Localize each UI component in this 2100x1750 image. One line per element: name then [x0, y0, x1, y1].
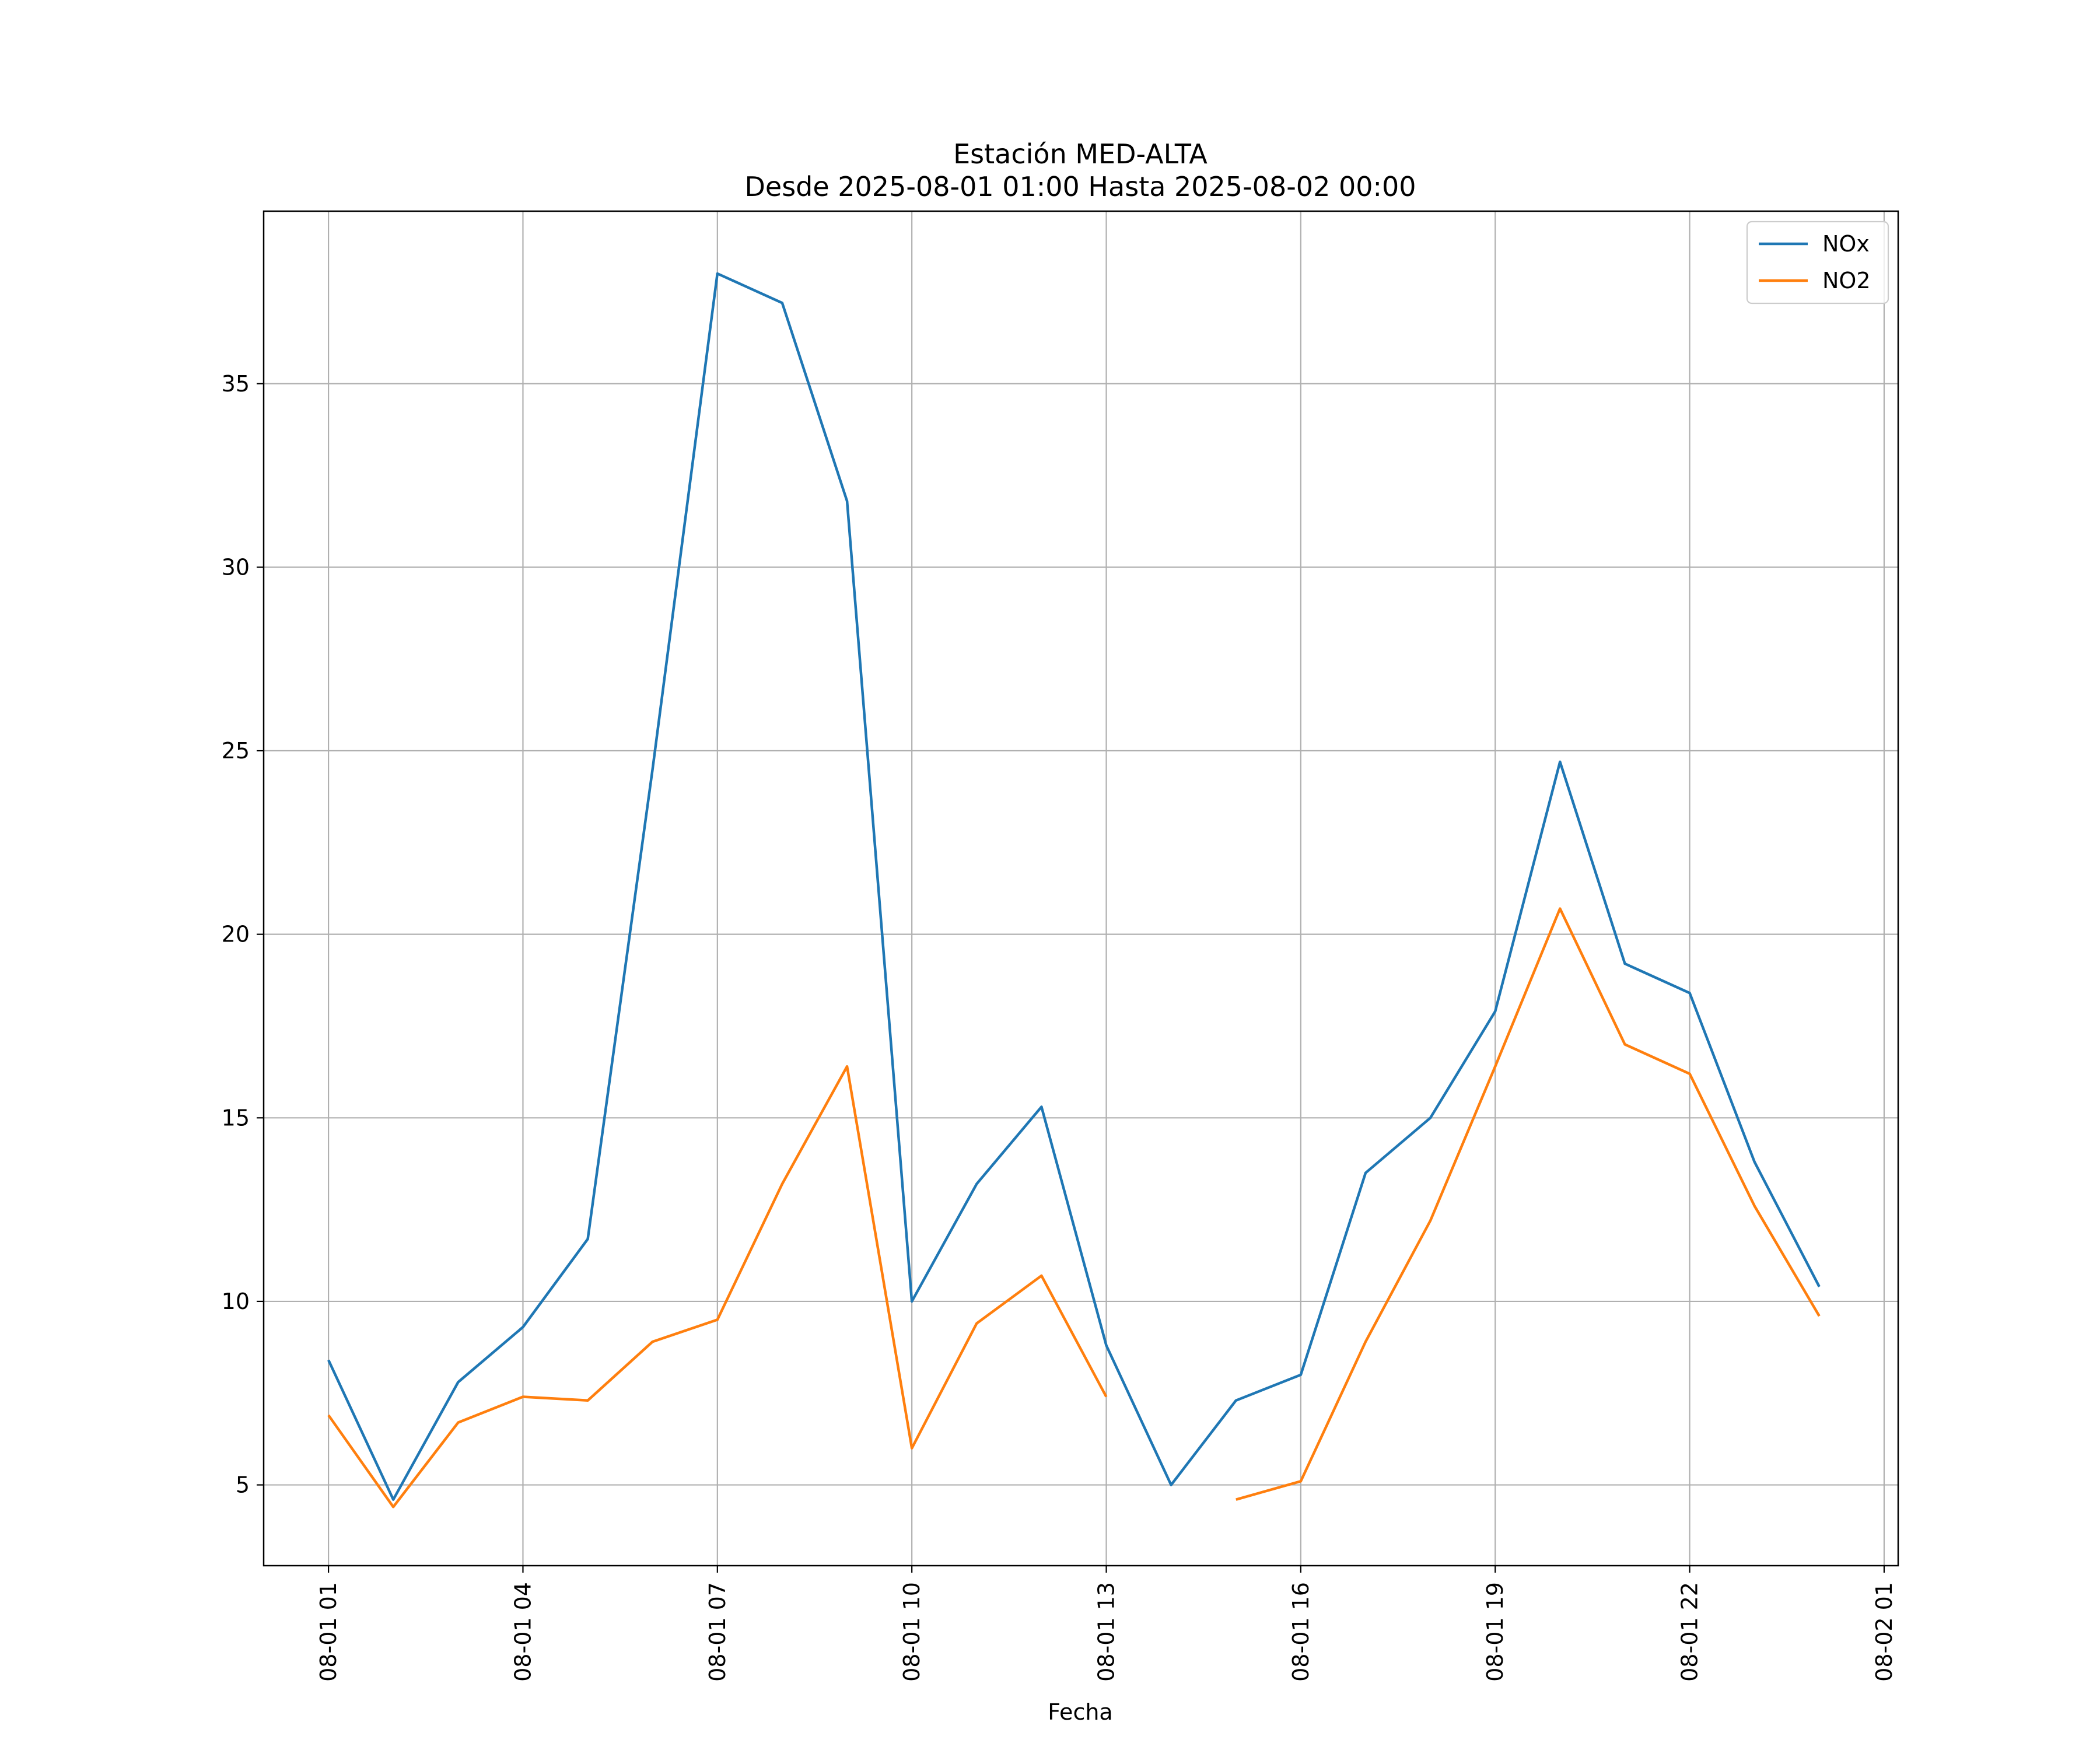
x-axis-label: Fecha	[1048, 1699, 1112, 1725]
y-tick-label: 5	[236, 1472, 250, 1498]
x-tick-label: 08-01 13	[1094, 1582, 1119, 1682]
y-tick-label: 15	[222, 1105, 250, 1130]
legend-label-nox: NOx	[1822, 231, 1870, 257]
x-tick-label: 08-01 10	[899, 1582, 925, 1682]
y-tick-label: 30	[222, 554, 250, 580]
y-tick-label: 35	[222, 371, 250, 397]
chart-subtitle: Desde 2025-08-01 01:00 Hasta 2025-08-02 …	[744, 171, 1416, 202]
chart-title: Estación MED-ALTA	[953, 138, 1208, 170]
x-tick-label: 08-01 22	[1677, 1582, 1703, 1682]
x-tick-label: 08-02 01	[1871, 1582, 1897, 1682]
x-tick-label: 08-01 19	[1482, 1582, 1508, 1682]
y-tick-label: 20	[222, 922, 250, 947]
legend-box	[1746, 220, 1889, 304]
x-tick-label: 08-01 04	[510, 1582, 536, 1682]
series-lines	[327, 272, 1821, 1508]
y-tick-label: 10	[222, 1289, 250, 1314]
series-line-no2	[327, 907, 1821, 1508]
plot-frame	[262, 210, 1899, 1567]
legend: NOx NO2	[1746, 220, 1889, 304]
y-tick-label: 25	[222, 738, 250, 764]
legend-label-no2: NO2	[1822, 268, 1871, 293]
series-line-nox	[327, 272, 1821, 1501]
axis-ticks: 08-01 01 08-01 04 08-01 07 08-01 10 08-01 13…	[222, 371, 1897, 1682]
x-tick-label: 08-01 16	[1288, 1582, 1314, 1682]
x-tick-label: 08-01 01	[316, 1582, 341, 1682]
grid	[264, 211, 1898, 1566]
x-tick-label: 08-01 07	[705, 1582, 730, 1682]
